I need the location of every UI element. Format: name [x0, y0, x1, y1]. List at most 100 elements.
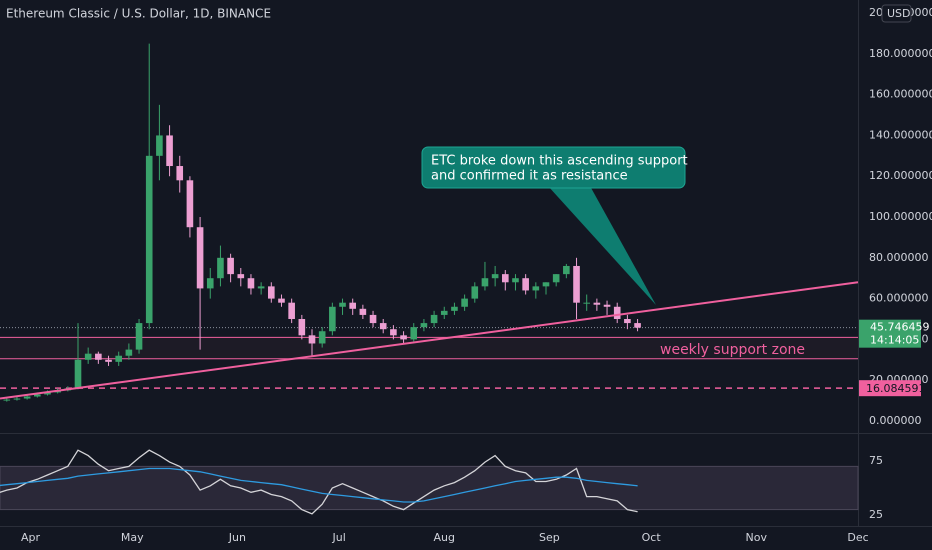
x-tick-label: Aug [434, 531, 455, 544]
candle-body [491, 274, 499, 279]
candle-body [3, 399, 11, 401]
candle-body [420, 323, 428, 328]
x-tick-label: May [121, 531, 144, 544]
callout-box [421, 146, 686, 189]
candle-body [156, 135, 163, 156]
callout-text: ETC broke down this ascending support [431, 154, 688, 169]
support-zone-label: weekly support zone [660, 342, 805, 358]
candle-body [613, 306, 621, 320]
candle-body [542, 282, 550, 287]
candle-body [451, 306, 458, 311]
countdown-label: 14:14:05 [870, 334, 919, 347]
y-tick-label: 160.000000 [869, 88, 932, 101]
candle-body [278, 298, 285, 303]
candle-body [84, 353, 92, 360]
candle-body [583, 302, 591, 304]
candle-body [166, 135, 173, 167]
chart-title: Ethereum Classic / U.S. Dollar, 1D, BINA… [6, 7, 271, 21]
candle-body [400, 335, 407, 340]
candle-body [227, 257, 234, 275]
rsi-band [0, 465, 859, 511]
candle-body [74, 359, 82, 389]
candle-body [95, 353, 102, 360]
x-tick-label: Apr [21, 531, 41, 544]
currency-label: USD [887, 7, 911, 20]
candle-body [430, 314, 438, 324]
rsi-line [0, 467, 638, 503]
candle-body [145, 155, 153, 324]
candle-body [23, 396, 31, 399]
candle-body [471, 286, 479, 299]
candle-body [135, 323, 143, 350]
candle-body [359, 308, 367, 315]
candle-body [176, 166, 184, 181]
candle-body [105, 359, 112, 362]
candle-body [318, 331, 326, 344]
candle-body [501, 274, 509, 283]
callout-text: and confirmed it as resistance [431, 169, 628, 184]
candle-body [481, 278, 489, 287]
last-price-label: 45.746459 [870, 321, 930, 334]
price-pane: weekly support zone0.00000020.00000040.0… [0, 4, 932, 427]
candle-body [390, 329, 397, 336]
x-tick-label: Jul [331, 531, 345, 544]
trendline [0, 281, 859, 400]
candle-body [308, 335, 316, 344]
candle-body [339, 302, 346, 307]
candle-body [563, 265, 570, 275]
y-tick-label: 25 [869, 508, 883, 521]
candle-body [217, 257, 224, 279]
candle-body [410, 327, 418, 340]
candle-body [349, 302, 357, 309]
candle-body [603, 304, 611, 307]
candle-body [634, 323, 641, 328]
y-tick-label: 60.000000 [869, 292, 929, 305]
candle-body [552, 274, 560, 283]
candle-body [532, 286, 540, 291]
candle-body [624, 319, 631, 324]
candle-body [379, 323, 387, 330]
candle-body [593, 302, 601, 305]
candle-body [440, 310, 448, 315]
candle-body [369, 314, 377, 324]
x-tick-label: Oct [642, 531, 662, 544]
candle-body [522, 278, 529, 291]
x-tick-label: Sep [539, 531, 560, 544]
y-tick-label: 120.000000 [869, 169, 932, 182]
y-tick-label: 100.000000 [869, 210, 932, 223]
candle-body [115, 355, 123, 362]
x-tick-label: Nov [746, 531, 768, 544]
x-tick-label: Dec [847, 531, 868, 544]
currency-badge [881, 4, 912, 23]
candle-body [461, 298, 468, 307]
candle-body [298, 319, 306, 336]
candle-body [186, 180, 194, 228]
y-tick-label: 0.000000 [869, 414, 922, 427]
rsi-line [0, 449, 638, 515]
level-badge [859, 380, 921, 397]
candle-body [247, 278, 255, 289]
last-price-badge [859, 319, 921, 348]
candle-body [196, 227, 204, 289]
candle-body [13, 398, 21, 400]
callout-pointer [548, 186, 656, 305]
level-label: 16.084591 [866, 382, 926, 395]
candle-body [288, 302, 295, 320]
support-zone [0, 337, 858, 359]
candle-body [206, 278, 214, 289]
x-tick-label: Jun [228, 531, 246, 544]
candle-body [44, 392, 51, 395]
candle-body [267, 286, 275, 299]
y-tick-label: 80.000000 [869, 251, 929, 264]
candle-body [237, 274, 245, 279]
candle-body [33, 394, 41, 397]
y-tick-label: 140.000000 [869, 128, 932, 141]
candle-body [125, 349, 133, 356]
candle-body [512, 278, 519, 283]
candle-body [257, 286, 265, 289]
y-tick-label: 180.000000 [869, 47, 932, 60]
candle-body [329, 306, 336, 332]
